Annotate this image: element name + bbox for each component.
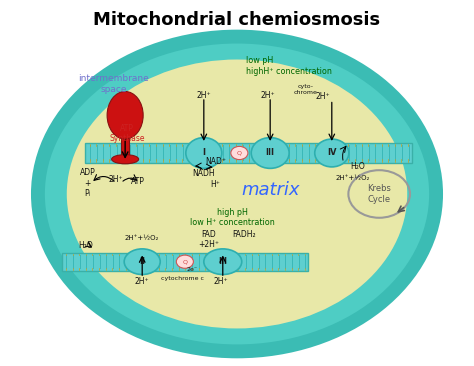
Ellipse shape	[124, 249, 160, 274]
Text: NAD⁺: NAD⁺	[205, 157, 226, 165]
Ellipse shape	[107, 92, 143, 139]
Ellipse shape	[64, 57, 410, 331]
Text: 2H⁺: 2H⁺	[213, 277, 228, 286]
Text: 2H⁺: 2H⁺	[261, 91, 275, 100]
Bar	[85, 143, 412, 163]
Ellipse shape	[204, 249, 242, 274]
Text: 2H⁺: 2H⁺	[135, 277, 149, 286]
Text: 2H⁺: 2H⁺	[197, 91, 211, 100]
Text: ATP: ATP	[130, 177, 145, 186]
Ellipse shape	[112, 154, 138, 164]
Ellipse shape	[251, 138, 289, 168]
Text: cyto-
chrome: cyto- chrome	[294, 84, 318, 95]
Text: ATP
Synthase: ATP Synthase	[109, 124, 145, 143]
Circle shape	[176, 255, 193, 268]
Text: Q: Q	[237, 150, 242, 156]
Bar	[121, 126, 129, 163]
Text: Mitochondrial chemiosmosis: Mitochondrial chemiosmosis	[93, 11, 381, 29]
Text: matrix: matrix	[241, 181, 300, 199]
Text: II: II	[139, 257, 145, 266]
Text: H₂O: H₂O	[350, 162, 365, 171]
Text: FAD
+2H⁺: FAD +2H⁺	[198, 230, 219, 250]
Text: high pH
low H⁺ concentration: high pH low H⁺ concentration	[190, 208, 274, 228]
Text: 2H⁺+½O₂: 2H⁺+½O₂	[125, 235, 159, 241]
Ellipse shape	[186, 138, 222, 168]
Text: cytochrome c: cytochrome c	[161, 276, 204, 281]
Ellipse shape	[38, 37, 436, 351]
Text: I: I	[202, 149, 205, 157]
Text: low pH
highH⁺ concentration: low pH highH⁺ concentration	[246, 56, 332, 76]
Text: III: III	[266, 149, 274, 157]
Text: Krebs
Cycle: Krebs Cycle	[367, 184, 391, 204]
Text: FADH₂: FADH₂	[232, 230, 256, 239]
Bar	[62, 253, 308, 271]
Text: NADH: NADH	[192, 169, 215, 178]
Text: H₂O: H₂O	[78, 241, 93, 250]
Text: Q: Q	[182, 259, 187, 264]
Text: IV: IV	[327, 149, 337, 157]
Text: 2e⁻: 2e⁻	[186, 266, 198, 272]
Text: ADP
+
Pᵢ: ADP + Pᵢ	[80, 168, 96, 198]
Text: 2H⁺: 2H⁺	[109, 175, 123, 184]
Text: 2H⁺: 2H⁺	[316, 93, 330, 101]
Text: intermembrane
space: intermembrane space	[78, 74, 149, 94]
Circle shape	[231, 146, 248, 160]
Text: H⁺: H⁺	[211, 180, 220, 188]
Ellipse shape	[315, 139, 349, 167]
Text: 2H⁺+½O₂: 2H⁺+½O₂	[336, 175, 370, 180]
Text: III: III	[219, 257, 227, 266]
